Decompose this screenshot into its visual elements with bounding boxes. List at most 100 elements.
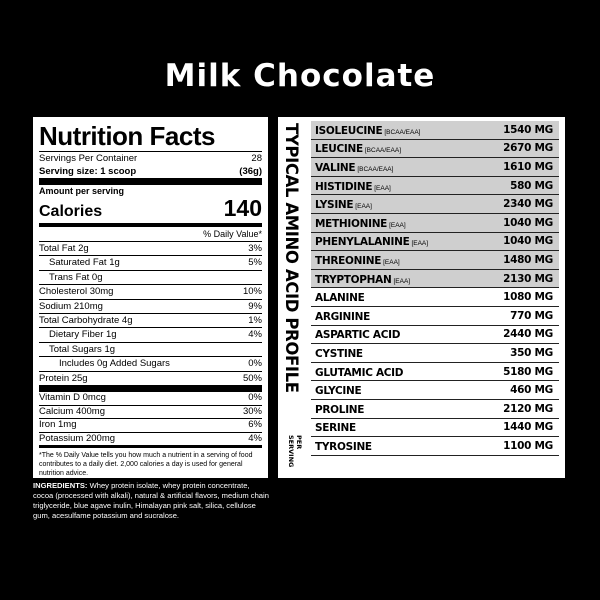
- nutrient-row: Saturated Fat 1g 5%: [39, 256, 262, 271]
- nutrient-dv: 4%: [248, 329, 262, 341]
- amino-value: 5180 MG: [503, 365, 553, 378]
- size-value: (36g): [239, 166, 262, 177]
- amount-label: Amount per serving: [39, 186, 125, 196]
- amino-row: ISOLEUCINE [BCAA/EAA] 1540 MG: [311, 121, 559, 140]
- amino-name-cell: LYSINE [EAA]: [315, 195, 372, 213]
- amino-tag: [BCAA/EAA]: [357, 165, 394, 173]
- ingredients-text: Whey protein isolate, whey protein conce…: [33, 481, 269, 520]
- nutrient-row: Total Carbohydrate 4g 1%: [39, 314, 262, 329]
- amino-value: 580 MG: [510, 179, 553, 192]
- amino-name: GLUTAMIC ACID: [315, 366, 404, 379]
- vitamin-label: Potassium 200mg: [39, 432, 116, 444]
- amino-name-cell: GLYCINE: [315, 381, 362, 399]
- nutrient-dv: 9%: [248, 300, 262, 312]
- amino-row: PROLINE 2120 MG: [311, 400, 559, 419]
- amino-row: TYROSINE 1100 MG: [311, 437, 559, 456]
- amino-name-cell: THREONINE [EAA]: [315, 251, 400, 269]
- amino-name: METHIONINE: [315, 217, 388, 230]
- vitamin-label: Vitamin D 0mcg: [39, 392, 106, 404]
- amino-row: THREONINE [EAA] 1480 MG: [311, 251, 559, 270]
- amino-tag: [EAA]: [389, 221, 406, 229]
- amino-value: 1040 MG: [503, 216, 553, 229]
- nutrient-dv: 1%: [248, 315, 262, 327]
- amino-value: 1610 MG: [503, 160, 553, 173]
- calories-value: 140: [223, 195, 262, 221]
- amino-name: HISTIDINE: [315, 180, 373, 193]
- calories-row: Calories 140: [39, 197, 262, 227]
- amino-value: 350 MG: [510, 346, 553, 359]
- vitamin-row: Potassium 200mg 4%: [39, 433, 262, 449]
- calories-label: Calories: [39, 203, 103, 220]
- amino-name: ALANINE: [315, 292, 365, 305]
- amino-value: 770 MG: [510, 309, 553, 322]
- nutrient-label: Total Sugars 1g: [49, 343, 116, 355]
- nutrient-row: Protein 25g 50%: [39, 372, 262, 393]
- amino-rows: ISOLEUCINE [BCAA/EAA] 1540 MG LEUCINE [BCAA/…: [311, 121, 559, 456]
- ingredients-label: INGREDIENTS:: [33, 481, 88, 490]
- amino-name: TYROSINE: [315, 440, 372, 453]
- amino-tag: [EAA]: [411, 240, 429, 248]
- amino-row: LYSINE [EAA] 2340 MG: [311, 195, 559, 214]
- amino-row: PHENYLALANINE [EAA] 1040 MG: [311, 232, 559, 252]
- amino-tag: [EAA]: [393, 277, 411, 285]
- amino-value: 460 MG: [510, 384, 553, 397]
- amino-name-cell: SERINE: [315, 418, 356, 436]
- vitamin-row: Vitamin D 0mcg 0%: [39, 392, 262, 406]
- amino-row: VALINE [BCAA/EAA] 1610 MG: [311, 158, 559, 177]
- nutrient-row: Cholesterol 30mg 10%: [39, 285, 262, 300]
- vitamin-dv: 4%: [248, 432, 262, 444]
- amino-name-cell: TRYPTOPHAN [EAA]: [315, 270, 410, 288]
- amino-row: SERINE 1440 MG: [311, 419, 559, 438]
- nutrient-row: Dietary Fiber 1g 4%: [39, 328, 262, 343]
- product-title: Milk Chocolate: [164, 58, 436, 94]
- amino-name-cell: ALANINE: [315, 288, 365, 306]
- nutrient-label: Trans Fat 0g: [49, 271, 103, 283]
- nutrient-dv: 10%: [242, 286, 262, 298]
- amino-tag: [BCAA/EAA]: [364, 147, 401, 155]
- panel-title: Nutrition Facts: [39, 121, 262, 152]
- vitamin-dv: 6%: [248, 419, 262, 431]
- amino-value: 2670 MG: [503, 142, 553, 155]
- amino-value: 2130 MG: [503, 272, 553, 285]
- amino-title: TYPICAL AMINO ACID PROFILE: [282, 123, 301, 393]
- amino-value: 1540 MG: [503, 123, 553, 136]
- amino-name: ASPARTIC ACID: [315, 329, 401, 342]
- amino-panel: TYPICAL AMINO ACID PROFILE PER SERVING I…: [278, 117, 565, 478]
- ingredients: INGREDIENTS: Whey protein isolate, whey …: [33, 481, 271, 521]
- amino-name-cell: METHIONINE [EAA]: [315, 214, 406, 232]
- nutrient-label: Cholesterol 30mg: [39, 286, 114, 298]
- size-row: Serving size: 1 scoop (36g): [39, 165, 262, 185]
- nutrient-dv: 0%: [248, 358, 262, 370]
- amino-per: PER SERVING: [287, 435, 303, 468]
- amino-value: 1440 MG: [503, 421, 553, 434]
- nutrient-label: Total Fat 2g: [39, 243, 89, 254]
- amino-row: HISTIDINE [EAA] 580 MG: [311, 176, 559, 196]
- amino-name-cell: VALINE [BCAA/EAA]: [315, 158, 393, 176]
- amino-value: 2440 MG: [503, 328, 553, 341]
- amino-tag: [EAA]: [374, 184, 391, 192]
- servings-row: Servings Per Container 28: [39, 152, 262, 165]
- amino-name: TRYPTOPHAN: [315, 273, 392, 286]
- amino-row: TRYPTOPHAN [EAA] 2130 MG: [311, 269, 559, 289]
- amino-tag: [EAA]: [383, 258, 400, 266]
- nutrient-row: Trans Fat 0g: [39, 271, 262, 286]
- nutrient-row: Includes 0g Added Sugars 0%: [39, 357, 262, 372]
- amino-row: CYSTINE 350 MG: [311, 344, 559, 363]
- amino-name-cell: TYROSINE: [315, 437, 372, 455]
- amino-value: 1100 MG: [503, 439, 553, 452]
- amino-name-cell: ARGININE: [315, 307, 370, 325]
- amino-name: LEUCINE: [315, 143, 363, 156]
- amino-name-cell: PHENYLALANINE [EAA]: [315, 232, 428, 250]
- amino-name: ARGININE: [315, 310, 370, 323]
- amino-value: 2340 MG: [503, 198, 553, 211]
- servings-label: Servings Per Container: [39, 153, 138, 164]
- amino-value: 2120 MG: [503, 402, 553, 415]
- nutrient-label: Sodium 210mg: [39, 300, 103, 312]
- amino-name-cell: HISTIDINE [EAA]: [315, 177, 391, 195]
- nutrient-dv: 50%: [242, 372, 262, 384]
- amino-name: CYSTINE: [315, 347, 363, 360]
- amino-name: PROLINE: [315, 403, 365, 416]
- amino-name: THREONINE: [315, 254, 382, 267]
- amino-row: ASPARTIC ACID 2440 MG: [311, 326, 559, 345]
